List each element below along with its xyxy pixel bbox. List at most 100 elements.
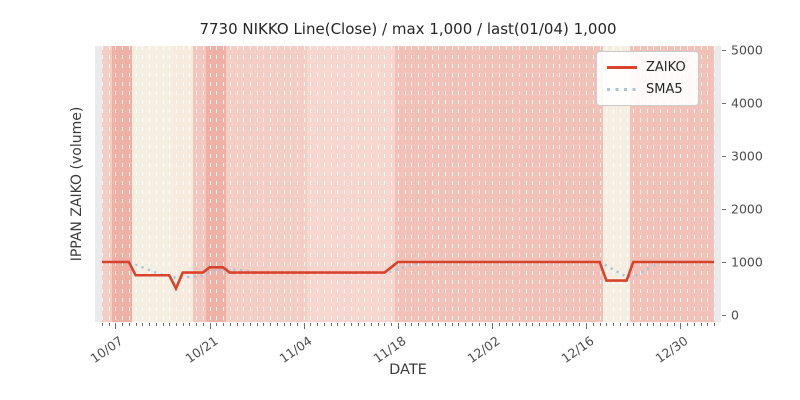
x-tick-minor bbox=[276, 323, 278, 326]
x-tick-minor bbox=[317, 323, 319, 326]
gridline-daily bbox=[122, 46, 124, 322]
x-tick-minor bbox=[451, 323, 453, 326]
gridline-daily bbox=[532, 46, 534, 322]
x-tick-minor bbox=[566, 323, 568, 326]
x-tick-minor bbox=[223, 323, 225, 326]
x-tick-minor bbox=[653, 323, 655, 326]
x-tick-minor bbox=[310, 323, 312, 326]
x-tick-minor bbox=[700, 323, 702, 326]
gridline-daily bbox=[102, 46, 103, 322]
background-band bbox=[307, 46, 395, 322]
gridline-daily bbox=[418, 46, 420, 322]
gridline-daily bbox=[290, 46, 292, 322]
gridline-daily bbox=[364, 46, 366, 322]
x-tick-minor bbox=[256, 323, 258, 326]
y-tick-mark bbox=[722, 103, 726, 104]
series-line-sma5 bbox=[128, 260, 714, 280]
background-band bbox=[102, 46, 113, 322]
x-tick-minor bbox=[337, 323, 339, 326]
y-axis-right: 0 1000 2000 3000 4000 5000 bbox=[721, 43, 800, 323]
gridline-daily bbox=[505, 46, 507, 322]
x-tick-minor bbox=[149, 323, 151, 326]
gridline-daily bbox=[189, 46, 191, 322]
x-tick-minor bbox=[545, 323, 547, 326]
x-tick-minor bbox=[471, 323, 473, 326]
gridline-daily bbox=[619, 46, 621, 322]
x-tick-minor bbox=[391, 323, 393, 326]
gridline-daily bbox=[202, 46, 204, 322]
x-tick-minor bbox=[135, 323, 137, 326]
gridline-daily bbox=[492, 46, 494, 322]
gridline-daily bbox=[229, 46, 231, 322]
x-tick-minor bbox=[270, 323, 272, 326]
gridline-daily bbox=[579, 46, 581, 322]
x-tick-minor bbox=[626, 323, 628, 326]
y-tick-label: 1000 bbox=[731, 254, 763, 270]
y-tick-mark bbox=[722, 156, 726, 157]
gridline-daily bbox=[209, 46, 211, 322]
gridline-daily bbox=[465, 46, 467, 322]
y-tick-mark bbox=[722, 50, 726, 51]
gridline-daily bbox=[478, 46, 480, 322]
gridline-daily bbox=[512, 46, 514, 322]
x-tick-minor bbox=[182, 323, 184, 326]
x-tick-minor bbox=[606, 323, 608, 326]
x-tick-minor bbox=[666, 323, 668, 326]
gridline-daily bbox=[196, 46, 198, 322]
gridline-daily bbox=[404, 46, 406, 322]
x-tick-major bbox=[209, 323, 211, 329]
x-tick-minor bbox=[438, 323, 440, 326]
gridline-daily bbox=[135, 46, 137, 322]
gridline-daily bbox=[323, 46, 325, 322]
gridline-daily bbox=[344, 46, 346, 322]
gridline-daily bbox=[613, 46, 615, 322]
chart-title: 7730 NIKKO Line(Close) / max 1,000 / las… bbox=[199, 20, 617, 38]
x-tick-minor bbox=[169, 323, 171, 326]
gridline-daily bbox=[175, 46, 177, 322]
gridline-daily bbox=[471, 46, 473, 322]
x-tick-minor bbox=[572, 323, 574, 326]
gridline-daily bbox=[626, 46, 628, 322]
x-tick-minor bbox=[660, 323, 662, 326]
x-tick-minor bbox=[263, 323, 265, 326]
gridline-daily bbox=[498, 46, 500, 322]
x-tick-major bbox=[397, 323, 399, 329]
x-tick-minor bbox=[505, 323, 507, 326]
gridline-daily bbox=[646, 46, 648, 322]
x-tick-minor bbox=[418, 323, 420, 326]
gridline-daily bbox=[303, 46, 305, 322]
x-tick-minor bbox=[297, 323, 299, 326]
x-tick-minor bbox=[525, 323, 527, 326]
x-tick-minor bbox=[518, 323, 520, 326]
y-tick-mark bbox=[722, 262, 726, 263]
gridline-daily bbox=[485, 46, 487, 322]
gridline-daily bbox=[640, 46, 642, 322]
legend-label: SMA5 bbox=[646, 82, 683, 97]
gridline-daily bbox=[707, 46, 709, 322]
gridline-daily bbox=[673, 46, 675, 322]
x-tick-major bbox=[303, 323, 305, 329]
background-band bbox=[226, 46, 308, 322]
gridline-daily bbox=[438, 46, 440, 322]
x-tick-minor bbox=[216, 323, 218, 326]
background-band bbox=[172, 46, 193, 322]
x-tick-minor bbox=[465, 323, 467, 326]
gridline-daily bbox=[243, 46, 245, 322]
x-tick-minor bbox=[102, 323, 103, 326]
x-tick-minor bbox=[599, 323, 601, 326]
y-axis-label: IPPAN ZAIKO (volume) bbox=[69, 106, 85, 262]
gridline-daily bbox=[391, 46, 393, 322]
legend-item-sma5: SMA5 bbox=[607, 82, 686, 97]
gridline-daily bbox=[566, 46, 568, 322]
gridline-daily bbox=[572, 46, 574, 322]
x-tick-minor bbox=[579, 323, 581, 326]
x-tick-minor bbox=[128, 323, 130, 326]
legend: ZAIKO SMA5 bbox=[596, 51, 699, 106]
x-tick-minor bbox=[714, 323, 715, 326]
x-tick-minor bbox=[633, 323, 635, 326]
background-band bbox=[206, 46, 227, 322]
gridline-daily bbox=[115, 46, 117, 322]
background-band bbox=[112, 46, 133, 322]
x-tick-minor bbox=[162, 323, 164, 326]
